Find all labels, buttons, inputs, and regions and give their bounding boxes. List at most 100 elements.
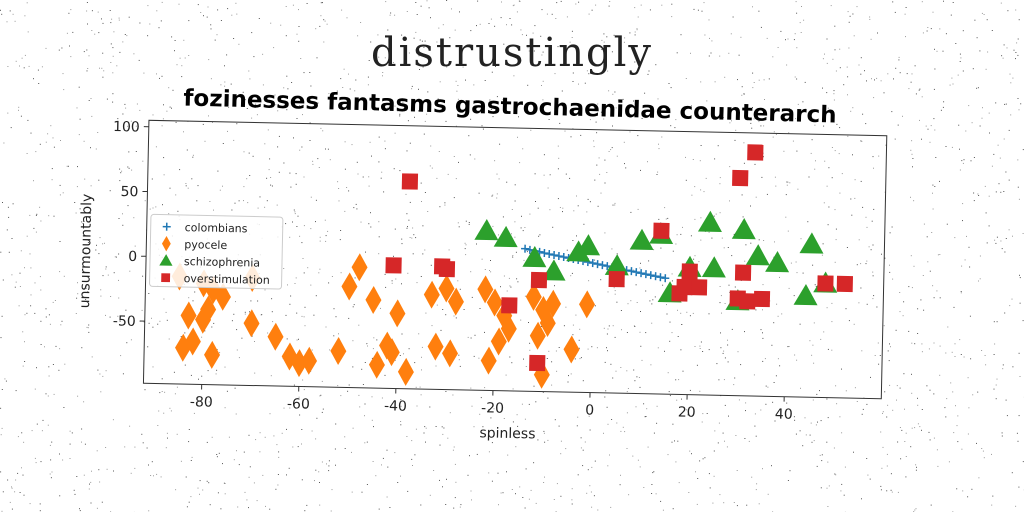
overstimulation-point [401,173,419,190]
legend: colombians pyocele schizophrenia overstimul… [149,213,284,290]
plot-area: -80 -60 -40 -20 0 20 40 -50 0 50 100 spinless uns… [77,119,888,442]
overstimulation-point [653,222,670,239]
pyocele-point [545,289,562,318]
x-tick-label: -80 [190,394,213,410]
overstimulation-point [753,290,771,308]
overstimulation-point [817,275,834,292]
figure-suptitle: distrustingly [370,30,654,76]
x-tick-label: -40 [384,398,407,414]
colombians-point [637,269,646,278]
overstimulation-point [690,279,708,296]
colombians-point [554,251,563,261]
colombians-point [545,249,554,259]
pyocele-point [533,360,550,389]
schizophrenia-point [765,251,790,273]
colombians-point [632,268,641,277]
schizophrenia-point [604,254,629,276]
overstimulation-point [501,297,518,314]
schizophrenia-point [474,219,499,241]
legend-label: pyocele [184,238,227,252]
x-tick-label: 40 [775,406,793,422]
pyocele-point [477,275,494,304]
series-pyocele [171,253,596,389]
schizophrenia-point [493,225,518,248]
pyocele-point [351,253,368,282]
schizophrenia-point [566,240,591,262]
pyocele-point [368,350,385,379]
schizophrenia-point [731,217,756,240]
overstimulation-point [676,278,693,296]
y-tick-label: -50 [113,313,136,329]
overstimulation-point [681,263,698,280]
y-tick-label: 100 [113,119,140,136]
colombians-point [540,248,549,258]
colombians-point [559,253,568,262]
pyocele-point [200,295,217,324]
pyocele-point [563,335,580,364]
pyocele-point [175,333,192,362]
schizophrenia-point [793,284,818,306]
overstimulation-point [529,354,546,372]
schizophrenia-point [629,228,654,251]
schizophrenia-point [522,245,547,268]
x-tick-label: 20 [678,404,696,420]
colombians-point [593,260,602,269]
colombians-point [550,250,559,260]
pyocele-point [214,282,231,311]
pyocele-point [490,327,507,356]
series-overstimulation [385,144,854,372]
colombians-point [521,244,530,253]
overstimulation-point [739,293,756,310]
legend-label: colombians [185,221,248,235]
x-tick-label: -60 [287,396,310,412]
data-marks [171,144,854,389]
overstimulation-point [385,257,402,274]
x-tick-label: 0 [585,403,594,419]
schizophrenia-point [799,232,824,254]
pyocele-point [365,285,382,314]
y-tick-label: 0 [128,249,137,265]
plot-frame [142,119,888,400]
pyocele-point [330,337,347,366]
y-axis-ticks: -50 0 50 100 [113,119,149,330]
y-axis-label: unsurmountably [77,194,95,309]
legend-label: schizophrenia [184,255,260,270]
overstimulation-point [608,270,625,288]
schizophrenia-point [576,234,601,256]
pyocele-point [486,288,503,317]
overstimulation-point [836,275,854,293]
colombians-point [661,274,670,283]
overstimulation-point [530,271,548,289]
pyocele-point [480,346,497,375]
pyocele-point [341,272,358,301]
pyocele-point [442,339,459,368]
pyocele-point [447,287,464,316]
colombians-point [651,272,660,281]
pyocele-point [579,290,596,319]
pyocele-point [180,301,197,330]
pyocele-point [438,274,455,303]
pyocele-point [539,309,556,338]
colombians-point [646,271,655,280]
legend-box [149,213,284,290]
pyocele-point [204,340,221,369]
pyocele-point [397,357,414,386]
y-tick-label: 50 [120,184,138,200]
colombians-point [627,267,636,276]
pyocele-point [389,299,406,328]
x-axis-ticks: -80 -60 -40 -20 0 20 40 [190,384,793,423]
pyocele-point [281,342,298,371]
pyocele-point [529,321,546,350]
colombians-point [603,262,612,271]
legend-swatch-pyocele [161,235,171,252]
colombians-point [641,270,650,279]
x-tick-label: -20 [481,400,504,416]
schizophrenia-point [701,256,726,278]
pyocele-point [427,332,444,361]
colombians-point [588,259,597,268]
pyocele-point [291,349,308,378]
overstimulation-point [747,144,764,161]
overstimulation-point [732,169,749,187]
pyocele-point [243,309,260,338]
